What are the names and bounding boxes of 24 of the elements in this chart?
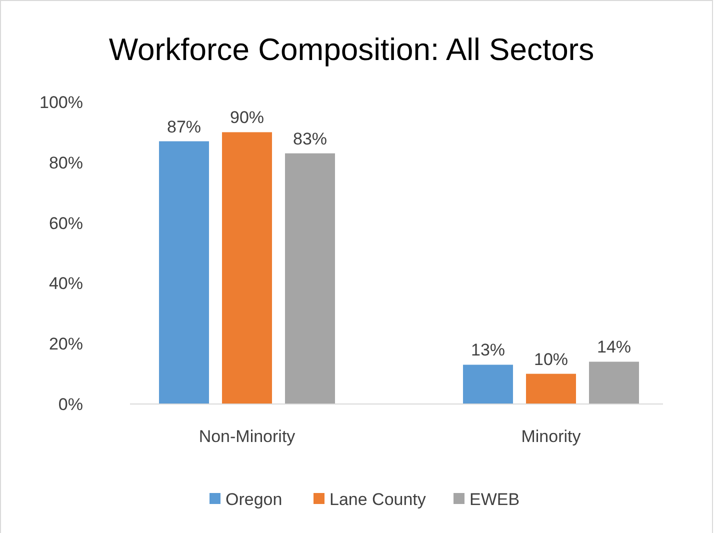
y-tick-label: 100% <box>40 92 83 112</box>
bar <box>589 362 639 404</box>
x-tick-label: Minority <box>521 427 582 446</box>
y-tick-label: 40% <box>48 274 83 294</box>
y-tick-label: 0% <box>58 394 83 414</box>
legend-label: Lane County <box>330 490 426 509</box>
bar <box>222 132 272 404</box>
bar <box>285 153 335 404</box>
data-label: 83% <box>292 129 328 148</box>
y-tick-label: 60% <box>48 214 83 233</box>
x-tick-label: Non-Minority <box>198 427 296 446</box>
bar <box>159 141 209 404</box>
y-tick-label: 20% <box>48 334 83 354</box>
data-label: 10% <box>534 350 568 369</box>
data-label: 14% <box>596 338 632 357</box>
data-label: 90% <box>230 108 264 128</box>
bar <box>463 364 513 404</box>
data-label: 13% <box>470 340 506 360</box>
chart-title: Workforce Composition: All Sectors <box>108 32 594 67</box>
legend-label: Oregon <box>226 490 282 509</box>
data-label: 87% <box>166 117 202 136</box>
bar <box>526 374 576 404</box>
y-tick-label: 80% <box>48 153 83 172</box>
legend-label: EWEB <box>470 490 520 509</box>
